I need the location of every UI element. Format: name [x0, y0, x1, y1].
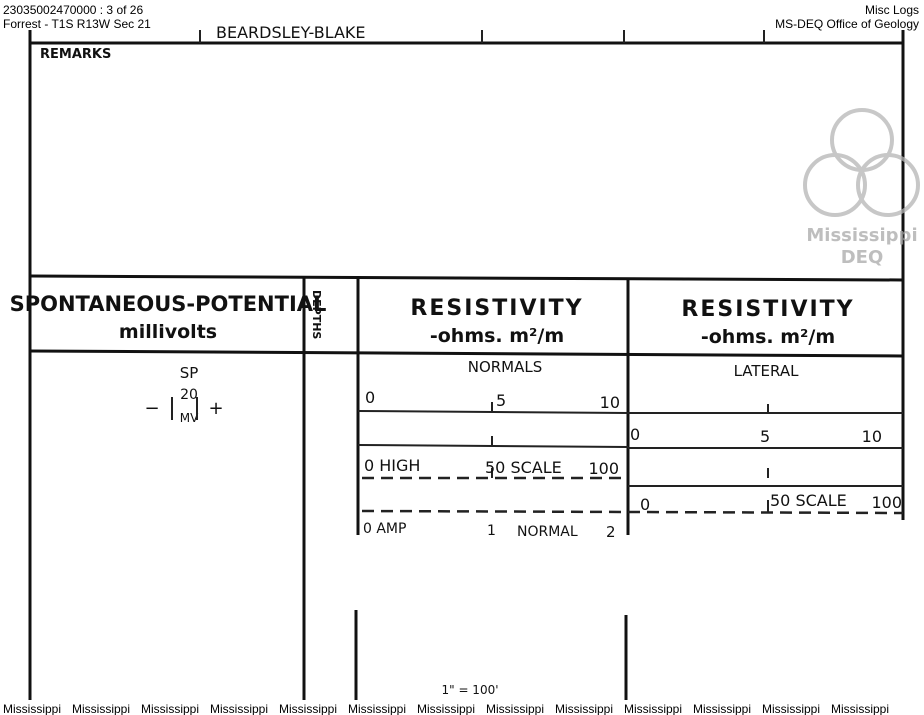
sp-unit: millivolts	[119, 321, 217, 343]
footer-label: Mississippi	[624, 702, 682, 715]
footer-label: Mississippi	[555, 702, 613, 715]
sp-value: 20	[180, 387, 198, 403]
scale-label: 50 SCALE	[770, 491, 847, 510]
footer-label: Mississippi	[210, 702, 268, 715]
logo-circle	[803, 153, 867, 217]
footer-label: Mississippi	[3, 702, 61, 715]
footer-label: Mississippi	[693, 702, 751, 715]
resistivity-title: RESISTIVITY	[410, 296, 583, 321]
scale-label: 100	[871, 493, 902, 512]
scale-label: 10	[862, 427, 882, 446]
sp-label: SP	[180, 364, 199, 382]
watermark-line: Mississippi	[806, 225, 917, 246]
track-label: LATERAL	[734, 362, 800, 380]
scale-label: 1	[487, 523, 496, 539]
file-id: 23035002470000 : 3 of 26	[3, 3, 143, 17]
scale-label: 0	[365, 388, 375, 407]
header-bottom	[29, 349, 904, 358]
scale-label: 50 SCALE	[485, 458, 562, 477]
sp-title: SPONTANEOUS-POTENTIAL	[10, 292, 327, 316]
scale-label: NORMAL	[517, 524, 578, 540]
watermark: Mississippi DEQ	[803, 108, 920, 268]
sp-unit: MV	[180, 411, 199, 425]
location: Forrest - T1S R13W Sec 21	[3, 17, 151, 31]
remarks-bottom	[29, 274, 904, 282]
logo-circle	[830, 108, 894, 172]
scale-line	[357, 410, 629, 414]
footer-label: Mississippi	[762, 702, 820, 715]
resistivity-unit: -ohms. m²/m	[701, 326, 835, 348]
footer-label: Mississippi	[417, 702, 475, 715]
witness-fragment: BEARDSLEY-BLAKE	[216, 23, 366, 42]
agency: MS-DEQ Office of Geology	[775, 17, 919, 31]
resistivity-title: RESISTIVITY	[681, 297, 854, 322]
footer-band	[0, 700, 924, 715]
footer-label: Mississippi	[279, 702, 337, 715]
track-label: NORMALS	[468, 358, 543, 376]
normal-scales: 0 5 10 0 HIGH 50 SCALE 100 0 AMP 1 NORMA…	[363, 388, 620, 541]
depths-label: DEPTHS	[310, 290, 323, 339]
scale-label: 0	[630, 425, 640, 444]
scale-label: 100	[588, 459, 619, 478]
footer-label: Mississippi	[831, 702, 889, 715]
footer-label: Mississippi	[486, 702, 544, 715]
logo-circle	[856, 153, 920, 217]
form-frame	[28, 30, 905, 700]
depth-scale: 1" = 100'	[441, 683, 498, 697]
footer-label: Mississippi	[348, 702, 406, 715]
scale-line	[361, 509, 904, 515]
footer-label: Mississippi	[141, 702, 199, 715]
sp-plus: +	[208, 398, 223, 419]
lateral-scales: 0 5 10 0 50 SCALE 100	[630, 425, 902, 514]
remarks-label: REMARKS	[40, 47, 111, 62]
sp-minus: −	[144, 398, 159, 419]
footer: Mississippi Mississippi Mississippi Mississ…	[3, 702, 889, 715]
scale-label: 0 HIGH	[364, 456, 420, 475]
scale-label: 5	[496, 391, 506, 410]
scale-label: 0	[640, 495, 650, 514]
scale-label: 0 AMP	[363, 521, 406, 537]
watermark-line: DEQ	[841, 247, 884, 268]
scale-label: 5	[760, 427, 770, 446]
scale-line	[357, 444, 629, 448]
scale-label: 2	[606, 523, 616, 541]
resistivity-unit: -ohms. m²/m	[430, 325, 564, 347]
scale-label: 10	[600, 393, 620, 412]
footer-label: Mississippi	[72, 702, 130, 715]
log-type: Misc Logs	[865, 3, 919, 17]
